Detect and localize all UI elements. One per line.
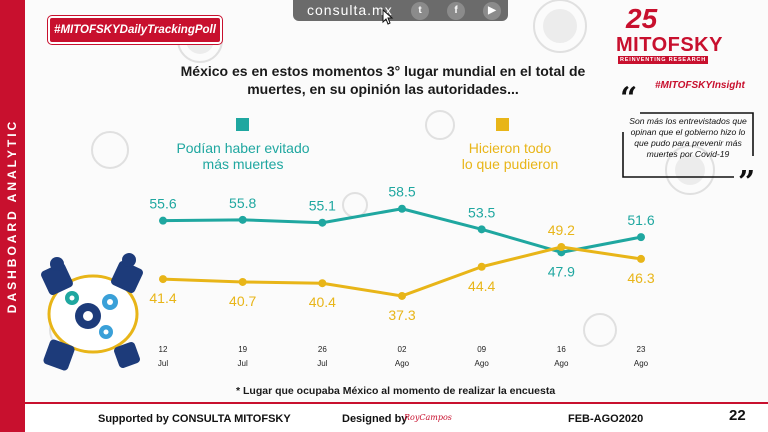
designer-signature: RoyCampos — [404, 413, 452, 422]
x-tick-day-3: 02 — [398, 345, 407, 354]
x-tick-month-4: Ago — [475, 359, 490, 368]
x-tick-day-0: 12 — [159, 345, 168, 354]
close-quote-icon: ” — [738, 165, 756, 200]
x-tick-day-5: 16 — [557, 345, 566, 354]
legend-teal-line-1: Podían haber evitado — [176, 140, 310, 156]
twitter-icon[interactable]: t — [411, 2, 429, 20]
insight-title: #MITOFSKYInsight — [655, 80, 745, 91]
series-1-label-0: 41.4 — [149, 290, 176, 306]
x-tick-day-4: 09 — [477, 345, 486, 354]
x-tick-month-2: Jul — [317, 359, 327, 368]
legend-swatch-gold — [496, 118, 509, 131]
series-1-label-5: 49.2 — [548, 222, 575, 238]
series-0-label-0: 55.6 — [149, 196, 176, 212]
title-line-2: muertes, en su opinión las autoridades..… — [247, 81, 519, 97]
logo-name: MITOFSKY — [616, 34, 723, 56]
series-0-point-6 — [637, 233, 645, 242]
series-1-label-4: 44.4 — [468, 278, 495, 294]
site-link[interactable]: consulta.mx — [307, 2, 393, 18]
series-1-point-4 — [477, 262, 486, 271]
series-1-label-2: 40.4 — [309, 294, 336, 310]
series-1-point-2 — [318, 279, 327, 288]
series-0-point-1 — [238, 215, 247, 224]
team-gears-illustration — [41, 253, 143, 371]
x-tick-month-1: Jul — [238, 359, 248, 368]
open-quote-icon: “ — [620, 81, 638, 116]
side-band: DASHBOARD ANALYTIC — [0, 0, 25, 432]
series-0-label-1: 55.8 — [229, 195, 256, 211]
legend-teal-line-2: más muertes — [202, 156, 284, 172]
x-tick-month-0: Jul — [158, 359, 168, 368]
mouse-pointer-icon — [382, 9, 394, 25]
x-tick-day-1: 19 — [238, 345, 247, 354]
series-0-label-3: 58.5 — [388, 184, 415, 200]
chart-title: México es en estos momentos 3° lugar mun… — [158, 62, 608, 98]
x-tick-month-6: Ago — [634, 359, 649, 368]
series-1-point-5 — [557, 243, 566, 252]
insight-frame — [622, 112, 754, 178]
series-0-label-5: 47.9 — [548, 263, 575, 279]
hashtag-badge: #MITOFSKYDailyTrackingPoll — [48, 16, 222, 44]
title-line-1: México es en estos momentos 3° lugar mun… — [180, 63, 586, 79]
facebook-icon[interactable]: f — [447, 2, 465, 20]
series-1-point-0 — [159, 275, 167, 284]
footer-divider — [25, 402, 768, 404]
x-tick-day-6: 23 — [637, 345, 646, 354]
insight-text: Son más los entrevistados que opinan que… — [629, 116, 747, 159]
logo-anniversary: 25 — [626, 3, 658, 34]
series-0-point-3 — [398, 204, 406, 213]
legend-gold-line-2: lo que pudieron — [461, 156, 559, 172]
page-number: 22 — [729, 407, 746, 424]
x-tick-month-3: Ago — [395, 359, 410, 368]
series-1-label-1: 40.7 — [229, 293, 256, 309]
designed-by: Designed by — [342, 413, 408, 425]
series-1-point-3 — [398, 291, 406, 300]
logo-tagline: REINVENTING RESEARCH — [618, 56, 708, 64]
legend-gold-line-1: Hicieron todo — [468, 140, 552, 156]
x-tick-month-5: Ago — [554, 359, 569, 368]
series-0-point-0 — [159, 216, 167, 225]
x-tick-day-2: 26 — [318, 345, 327, 354]
legend-label-gold: Hicieron todo lo que pudieron — [440, 140, 580, 172]
series-0-point-4 — [477, 225, 486, 234]
footer — [25, 404, 768, 432]
top-bar: consulta.mx t f ▶ — [293, 0, 508, 21]
series-1-point-1 — [238, 277, 247, 286]
series-1-point-6 — [637, 254, 645, 263]
series-1-label-3: 37.3 — [388, 307, 415, 323]
footnote: * Lugar que ocupaba México al momento de… — [236, 385, 556, 397]
series-0-point-2 — [318, 218, 327, 227]
supported-by: Supported by CONSULTA MITOFSKY — [98, 413, 291, 425]
series-0-label-6: 51.6 — [627, 212, 654, 228]
series-0-label-4: 53.5 — [468, 204, 495, 220]
period-label: FEB-AGO2020 — [568, 413, 644, 425]
series-1-label-6: 46.3 — [627, 270, 654, 286]
series-0-label-2: 55.1 — [309, 198, 336, 214]
youtube-icon[interactable]: ▶ — [483, 2, 501, 20]
legend-swatch-teal — [236, 118, 249, 131]
legend-label-teal: Podían haber evitado más muertes — [168, 140, 318, 172]
